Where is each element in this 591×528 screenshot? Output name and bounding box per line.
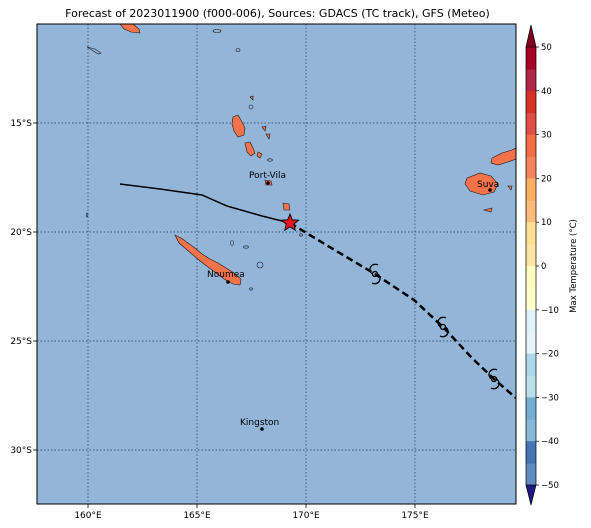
city-label-port-vila: Port-Vila bbox=[249, 171, 286, 181]
colorbar-swatch bbox=[526, 222, 536, 245]
colorbar-label: Max Temperature (°C) bbox=[569, 219, 579, 313]
colorbar-swatch bbox=[526, 266, 536, 289]
vanuatu-island bbox=[256, 151, 263, 159]
colorbar-swatch bbox=[526, 287, 536, 311]
city-label-noumea: Noumea bbox=[207, 270, 245, 280]
new-caledonia-landmass bbox=[174, 234, 242, 286]
islets bbox=[85, 29, 303, 291]
lat-tick-label: 20°S bbox=[10, 228, 32, 238]
colorbar-swatch bbox=[526, 112, 536, 136]
colorbar-tick-label: −20 bbox=[541, 350, 559, 360]
lat-tick-label: 25°S bbox=[10, 337, 32, 347]
colorbar-swatch bbox=[526, 90, 536, 114]
cyclone-forecast-track bbox=[289, 221, 516, 399]
colorbar-swatch bbox=[526, 68, 536, 92]
colorbar-swatch bbox=[526, 134, 536, 157]
lon-tick-label: 170°E bbox=[292, 511, 320, 521]
solomon-islands-landmass bbox=[119, 24, 141, 34]
colorbar-swatch bbox=[526, 244, 536, 267]
colorbar-tick-label: −10 bbox=[541, 306, 559, 316]
city-dot-noumea bbox=[226, 280, 230, 284]
lat-tick-label: 15°S bbox=[10, 119, 32, 129]
lat-tick-label: 30°S bbox=[10, 446, 32, 456]
colorbar-tick-label: 40 bbox=[541, 87, 552, 97]
map-title: Forecast of 2023011900 (f000-006), Sourc… bbox=[65, 7, 490, 20]
map-gridlines bbox=[37, 24, 516, 504]
lon-tick-label: 165°E bbox=[183, 511, 211, 521]
colorbar-swatch bbox=[526, 463, 536, 486]
colorbar-swatch bbox=[526, 375, 536, 398]
ocean-area bbox=[37, 24, 516, 504]
vanuatu-islet bbox=[249, 95, 254, 101]
city-dot-kingston bbox=[260, 427, 264, 431]
colorbar: 50 40 30 20 10 0 −10 −20 −30 −40 −50 Max Temperatu… bbox=[525, 24, 579, 506]
city-label-suva: Suva bbox=[477, 180, 499, 190]
city-dot-port-vila bbox=[266, 181, 270, 185]
cyclone-symbol bbox=[369, 263, 381, 285]
colorbar-swatch bbox=[526, 309, 536, 333]
colorbar-tick-label: −40 bbox=[541, 437, 559, 447]
cyclone-symbol bbox=[488, 368, 500, 390]
city-label-kingston: Kingston bbox=[240, 418, 279, 428]
colorbar-swatch bbox=[526, 200, 536, 223]
colorbar-tick-label: 20 bbox=[541, 174, 552, 184]
colorbar-swatch bbox=[526, 353, 536, 376]
colorbar-tick-label: 10 bbox=[541, 218, 552, 228]
vanuatu-islet bbox=[265, 133, 271, 140]
colorbar-tick-label: 0 bbox=[541, 262, 546, 272]
city-dot-suva bbox=[488, 188, 492, 192]
colorbar-tick-label: 50 bbox=[541, 43, 552, 53]
cyclone-symbol bbox=[437, 316, 449, 338]
cyclone-past-track bbox=[119, 183, 291, 224]
lon-tick-label: 160°E bbox=[74, 511, 102, 521]
colorbar-tick-label: −30 bbox=[541, 393, 559, 403]
axis-tick-marks bbox=[33, 122, 416, 508]
map-frame bbox=[36, 23, 517, 505]
vanuatu-islet bbox=[261, 125, 267, 132]
colorbar-swatch bbox=[526, 331, 536, 355]
colorbar-tick-label: −50 bbox=[541, 481, 559, 491]
colorbar-swatch bbox=[526, 156, 536, 179]
colorbar-swatch bbox=[526, 178, 536, 201]
colorbar-swatch bbox=[526, 441, 536, 464]
fiji-islet bbox=[482, 207, 493, 213]
vanuatu-espiritu-santo bbox=[231, 114, 246, 138]
colorbar-top-extension bbox=[526, 25, 536, 47]
lon-tick-label: 175°E bbox=[401, 511, 429, 521]
vanuatu-malekula bbox=[244, 141, 256, 157]
colorbar-swatch bbox=[526, 397, 536, 420]
colorbar-tick-label: 30 bbox=[541, 131, 552, 141]
colorbar-bottom-extension bbox=[526, 485, 536, 505]
vanuatu-tanna bbox=[282, 202, 291, 211]
cyclone-current-position-star bbox=[280, 212, 300, 232]
cyclone-forecast-symbols bbox=[369, 263, 500, 390]
fiji-islet bbox=[507, 185, 513, 191]
colorbar-swatch bbox=[526, 47, 536, 70]
fiji-vanua-levu bbox=[490, 147, 516, 166]
colorbar-swatch bbox=[526, 419, 536, 442]
